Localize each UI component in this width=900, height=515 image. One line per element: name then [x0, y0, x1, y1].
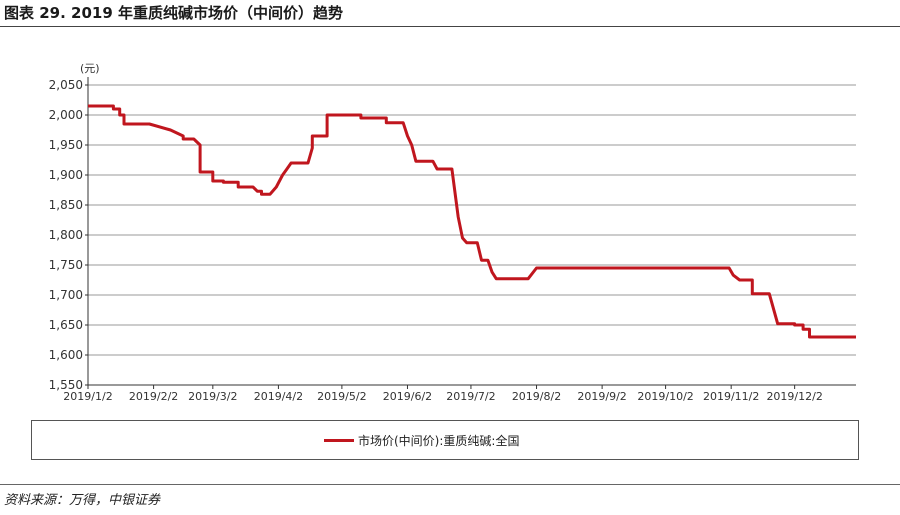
- x-tick-label: 2019/9/2: [577, 390, 626, 403]
- legend-label: 市场价(中间价):重质纯碱:全国: [358, 434, 520, 448]
- y-tick-label: 1,700: [49, 288, 83, 302]
- y-tick-label: 1,850: [49, 198, 83, 212]
- y-tick-label: 1,800: [49, 228, 83, 242]
- chart-title: 图表 29. 2019 年重质纯碱市场价（中间价）趋势: [4, 4, 343, 22]
- axes: [85, 77, 856, 389]
- x-tick-label: 2019/2/2: [129, 390, 178, 403]
- source-note: 资料来源：万得，中银证券: [4, 493, 161, 508]
- x-tick-label: 2019/11/2: [703, 390, 759, 403]
- chart-canvas: 1,550 1,600 1,650 1,700 1,750 1,800 1,850 1,900…: [49, 62, 856, 403]
- y-tick-label: 1,550: [49, 378, 83, 392]
- series-lines: [88, 104, 856, 339]
- y-tick-label: 1,650: [49, 318, 83, 332]
- x-tick-label: 2019/5/2: [317, 390, 366, 403]
- legend: 市场价(中间价):重质纯碱:全国: [31, 420, 859, 460]
- title-divider: [0, 26, 900, 27]
- gridlines: [88, 84, 856, 356]
- x-tick-label: 2019/1/2: [63, 390, 112, 403]
- legend-swatch: [324, 439, 354, 442]
- y-tick-label: 1,950: [49, 138, 83, 152]
- x-tick-label: 2019/7/2: [446, 390, 495, 403]
- y-tick-label: 1,900: [49, 168, 83, 182]
- x-tick-label: 2019/3/2: [188, 390, 237, 403]
- y-tick-label: 1,750: [49, 258, 83, 272]
- series-line: [88, 104, 856, 339]
- y-tick-label: 2,000: [49, 108, 83, 122]
- y-axis-ticks: 1,550 1,600 1,650 1,700 1,750 1,800 1,850 1,900…: [49, 78, 83, 392]
- y-tick-label: 2,050: [49, 78, 83, 92]
- x-tick-label: 2019/12/2: [766, 390, 822, 403]
- y-tick-label: 1,600: [49, 348, 83, 362]
- x-tick-label: 2019/8/2: [512, 390, 561, 403]
- y-axis-unit: (元): [80, 62, 100, 75]
- legend-item: 市场价(中间价):重质纯碱:全国: [324, 432, 519, 449]
- x-tick-label: 2019/4/2: [254, 390, 303, 403]
- x-axis-ticks: 2019/1/2 2019/2/2 2019/3/2 2019/4/2 2019/5/2…: [63, 390, 823, 403]
- footer-divider: [0, 484, 900, 485]
- x-tick-label: 2019/6/2: [383, 390, 432, 403]
- x-tick-label: 2019/10/2: [637, 390, 693, 403]
